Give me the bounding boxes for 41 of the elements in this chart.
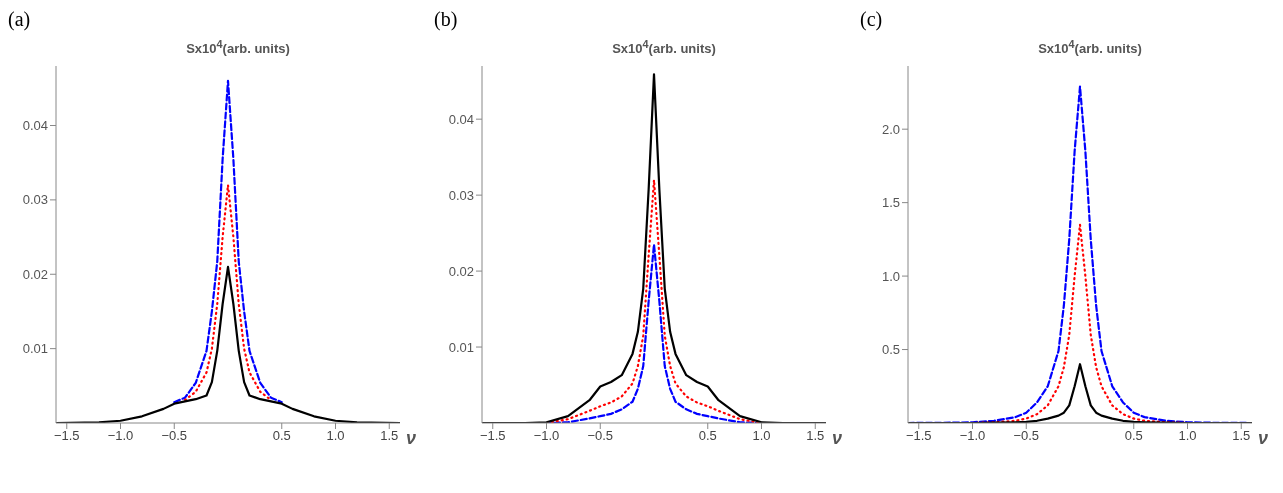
x-axis-title: ν <box>832 428 843 449</box>
y-tick-label: 0.03 <box>22 192 48 208</box>
y-axis-title: Sx10$^{4}$(arb. units) <box>1037 38 1143 58</box>
y-tick-label: 0.5 <box>881 342 900 358</box>
y-tick-label: 0.02 <box>22 266 48 282</box>
x-axis-title: ν <box>1258 428 1269 449</box>
x-tick-label: 0.5 <box>698 428 717 444</box>
line-series <box>173 79 283 404</box>
y-axis-title: Sx10$^{4}$(arb. units) <box>611 38 717 58</box>
x-tick-label: −0.5 <box>587 428 614 444</box>
x-tick-label: 0.5 <box>1124 428 1143 444</box>
line-series <box>183 183 273 402</box>
chart-title: (b) <box>434 8 459 33</box>
y-axis-title: Sx10$^{4}$(arb. units) <box>185 38 291 58</box>
y-tick-label: 0.02 <box>448 263 474 279</box>
x-axis-title: ν <box>406 428 417 449</box>
x-tick-label: 1.5 <box>380 428 399 444</box>
x-tick-label: 0.5 <box>272 428 291 444</box>
x-tick-label: 1.0 <box>326 428 345 444</box>
y-tick-label: 0.01 <box>448 339 474 355</box>
y-tick-label: 0.04 <box>22 118 48 134</box>
x-tick-label: −0.5 <box>1013 428 1040 444</box>
chart-title: (a) <box>8 8 32 33</box>
x-tick-label: −1.0 <box>533 428 560 444</box>
x-tick-label: 1.0 <box>752 428 771 444</box>
y-tick-label: 0.01 <box>22 341 48 357</box>
x-tick-label: 1.5 <box>1232 428 1251 444</box>
x-tick-label: 1.0 <box>1178 428 1197 444</box>
x-tick-label: −1.0 <box>107 428 134 444</box>
x-tick-label: −1.0 <box>959 428 986 444</box>
x-tick-label: 1.5 <box>806 428 825 444</box>
x-tick-label: −1.5 <box>905 428 932 444</box>
x-tick-label: −0.5 <box>161 428 188 444</box>
y-tick-label: 0.04 <box>448 111 474 127</box>
chart-title: (c) <box>860 8 884 33</box>
x-tick-label: −1.5 <box>479 428 506 444</box>
y-tick-label: 0.03 <box>448 187 474 203</box>
y-tick-label: 1.0 <box>881 268 900 284</box>
x-tick-label: −1.5 <box>53 428 80 444</box>
y-tick-label: 2.0 <box>881 121 900 137</box>
y-tick-label: 1.5 <box>881 195 900 211</box>
